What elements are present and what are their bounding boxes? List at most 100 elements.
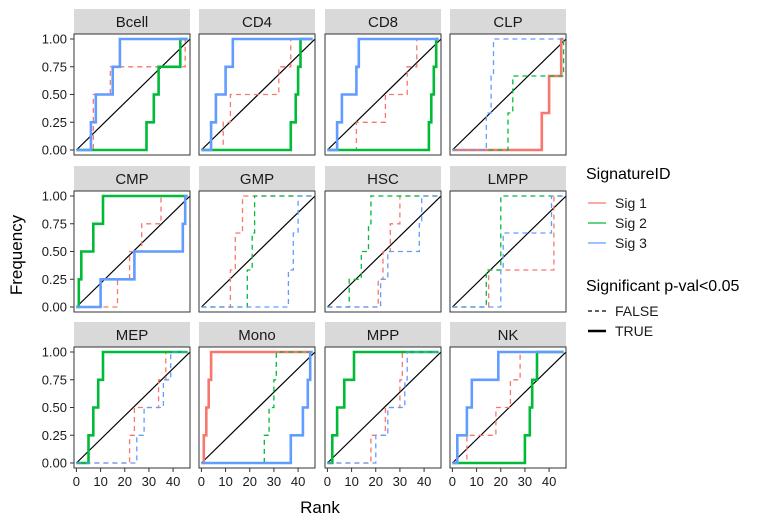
x-tick-label: 40	[291, 474, 305, 489]
facet-panel-lmpp: LMPP	[449, 166, 567, 313]
x-tick-label: 10	[469, 474, 483, 489]
diagonal-reference-line	[75, 38, 190, 151]
step-line-sig-2	[76, 194, 188, 309]
panel-lines	[451, 350, 566, 465]
facet-strip-label: CD8	[368, 14, 398, 31]
legend-linetype: Significant p-val<0.05 FALSE TRUE	[586, 278, 740, 339]
facet-strip	[199, 166, 315, 191]
facet-strip-label: CMP	[115, 171, 148, 188]
panel-background	[199, 347, 315, 468]
y-axis-title: Frequency	[7, 214, 26, 295]
y-tick-label: 0.25	[42, 115, 67, 130]
diagonal-reference-line	[326, 38, 441, 151]
x-tick-label: 30	[518, 474, 532, 489]
step-line-sig-2	[327, 350, 439, 465]
panel-lines	[451, 195, 566, 308]
step-line-sig-2	[76, 350, 188, 465]
facet-panel-cd4: CD4	[198, 9, 316, 156]
diagonal-reference-line	[200, 195, 315, 308]
legend-label: Sig 2	[615, 215, 647, 231]
step-line-sig-3	[201, 350, 313, 465]
facet-strip-label: CD4	[242, 14, 272, 31]
step-line-sig-1	[201, 195, 313, 308]
facet-strip-label: HSC	[367, 171, 399, 188]
facet-panel-hsc: HSC	[324, 166, 442, 313]
x-tick-label: 0	[73, 474, 80, 489]
facet-strip-label: NK	[498, 327, 519, 344]
y-tick-label: 0.75	[42, 372, 67, 387]
x-tick-label: 20	[369, 474, 383, 489]
panel-border	[324, 190, 442, 313]
panel-background	[450, 34, 566, 155]
panel-lines	[75, 350, 190, 465]
facet-strip	[199, 322, 315, 347]
panel-border	[324, 346, 442, 469]
x-tick-label: 20	[243, 474, 257, 489]
facet-strip	[325, 9, 441, 34]
x-tick-label: 0	[198, 474, 205, 489]
y-tick-label: 1.00	[42, 345, 67, 360]
step-line-sig-3	[76, 37, 188, 152]
step-line-sig-1	[76, 195, 188, 308]
facet-panel-mono: Mono 0 10 20 30 40	[198, 322, 316, 489]
diagonal-reference-line	[326, 351, 441, 464]
step-line-sig-1	[201, 38, 313, 151]
diagonal-reference-line	[75, 351, 190, 464]
panel-lines	[200, 195, 315, 308]
facet-strip	[199, 9, 315, 34]
facet-panel-mep: MEP 0.00 0.25 0.50 0.75 1.00 0 10 20 30 40	[42, 322, 191, 489]
x-tick-label: 20	[494, 474, 508, 489]
facet-strip	[74, 166, 190, 191]
step-line-sig-1	[76, 351, 188, 464]
panel-lines	[326, 195, 441, 308]
panel-lines	[75, 37, 190, 152]
facet-strip	[450, 9, 566, 34]
facet-strip-label: LMPP	[488, 171, 529, 188]
facet-panel-clp: CLP	[449, 9, 567, 156]
step-line-sig-2	[76, 37, 188, 152]
diagonal-reference-line	[451, 38, 566, 151]
step-line-sig-3	[76, 351, 188, 464]
x-tick-label: 40	[166, 474, 180, 489]
x-tick-label: 0	[324, 474, 331, 489]
diagonal-reference-line	[451, 195, 566, 308]
step-line-sig-3	[452, 38, 564, 151]
y-tick-label: 0.75	[42, 59, 67, 74]
y-tick-label: 0.50	[42, 87, 67, 102]
step-line-sig-1	[452, 37, 564, 152]
y-tick-label: 0.75	[42, 216, 67, 231]
step-line-sig-3	[452, 350, 564, 465]
step-line-sig-1	[327, 195, 439, 308]
facet-panel-gmp: GMP	[198, 166, 316, 313]
panel-lines	[200, 350, 315, 465]
panel-border	[198, 33, 316, 156]
step-line-sig-1	[452, 351, 564, 464]
step-line-sig-2	[201, 351, 313, 464]
facet-strip	[450, 166, 566, 191]
y-tick-label: 0.25	[42, 428, 67, 443]
facet-strip-label: CLP	[493, 14, 522, 31]
step-line-sig-2	[452, 350, 564, 465]
step-line-sig-2	[327, 37, 439, 152]
facet-strip-label: GMP	[240, 171, 274, 188]
y-tick-label: 0.25	[42, 272, 67, 287]
y-tick-label: 1.00	[42, 189, 67, 204]
step-line-sig-3	[201, 37, 313, 152]
facet-strip	[74, 9, 190, 34]
facet-panel-mpp: MPP 0 10 20 30 40	[324, 322, 442, 489]
y-tick-label: 0.50	[42, 244, 67, 259]
y-tick-label: 0.00	[42, 456, 67, 471]
facet-strip	[450, 322, 566, 347]
facet-strip	[74, 322, 190, 347]
facet-panel-nk: NK 0 10 20 30 40	[449, 322, 567, 489]
x-tick-label: 30	[267, 474, 281, 489]
legend-label: Sig 1	[615, 195, 647, 211]
panel-border	[198, 346, 316, 469]
legend-label: FALSE	[615, 303, 659, 319]
panel-border	[449, 346, 567, 469]
x-tick-label: 10	[218, 474, 232, 489]
panel-lines	[200, 37, 315, 152]
facet-strip-label: MEP	[116, 327, 149, 344]
legend-label: Sig 3	[615, 235, 647, 251]
